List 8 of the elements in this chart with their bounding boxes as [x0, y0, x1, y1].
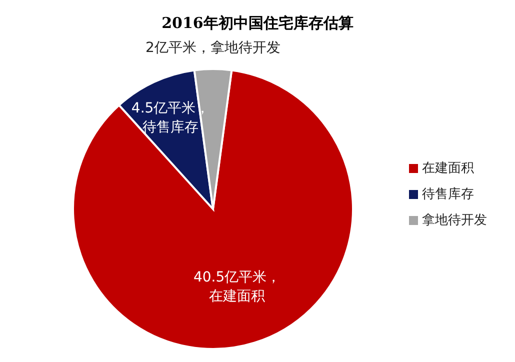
- legend-label: 待售库存: [422, 187, 474, 202]
- data-label: 2亿平米，拿地待开发: [146, 40, 280, 56]
- legend-label: 拿地待开发: [422, 213, 487, 228]
- data-label: 4.5亿平米，待售库存: [131, 100, 210, 136]
- pie-slice: [72, 69, 354, 350]
- data-label: 40.5亿平米，在建面积: [193, 270, 281, 305]
- legend-label: 在建面积: [422, 161, 474, 176]
- chart-title: 2016年初中国住宅库存估算: [160, 13, 354, 34]
